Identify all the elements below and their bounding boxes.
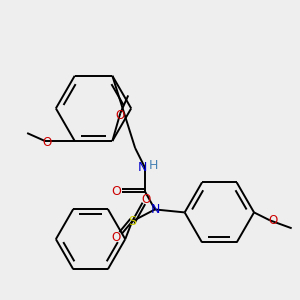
Text: S: S — [128, 215, 136, 228]
Text: O: O — [116, 109, 125, 122]
Text: N: N — [150, 203, 160, 216]
Text: O: O — [268, 214, 278, 227]
Text: O: O — [42, 136, 52, 149]
Text: O: O — [112, 231, 121, 244]
Text: N: N — [137, 161, 147, 174]
Text: O: O — [111, 185, 121, 198]
Text: H: H — [148, 159, 158, 172]
Text: O: O — [141, 193, 151, 206]
